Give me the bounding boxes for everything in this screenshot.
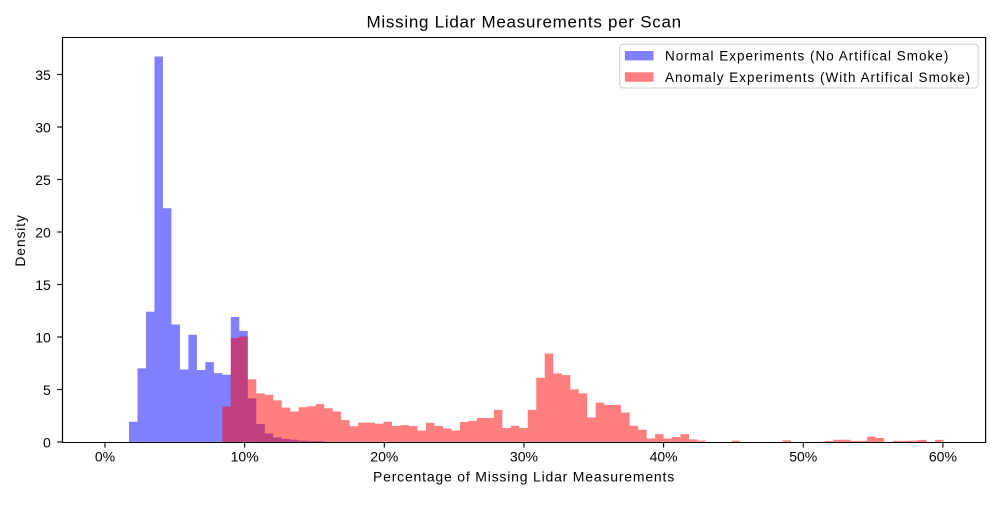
svg-text:35: 35	[35, 67, 51, 83]
svg-text:25: 25	[35, 172, 51, 188]
svg-text:10: 10	[35, 329, 51, 345]
svg-text:0%: 0%	[95, 449, 115, 465]
svg-text:30: 30	[35, 119, 51, 135]
svg-text:0: 0	[43, 434, 51, 450]
svg-text:40%: 40%	[650, 449, 678, 465]
svg-text:20%: 20%	[370, 449, 398, 465]
svg-text:Missing Lidar Measurements per: Missing Lidar Measurements per Scan	[367, 12, 682, 31]
svg-text:5: 5	[43, 382, 51, 398]
svg-text:Percentage of Missing Lidar Me: Percentage of Missing Lidar Measurements	[373, 469, 675, 485]
svg-text:10%: 10%	[231, 449, 259, 465]
svg-text:Anomaly Experiments (With Arti: Anomaly Experiments (With Artifical Smok…	[665, 70, 971, 85]
svg-text:20: 20	[35, 224, 51, 240]
svg-text:Normal Experiments (No Artific: Normal Experiments (No Artifical Smoke)	[665, 48, 949, 63]
svg-text:60%: 60%	[929, 449, 957, 465]
svg-text:15: 15	[35, 277, 51, 293]
svg-text:50%: 50%	[789, 449, 817, 465]
svg-text:30%: 30%	[510, 449, 538, 465]
svg-text:Density: Density	[12, 214, 28, 266]
